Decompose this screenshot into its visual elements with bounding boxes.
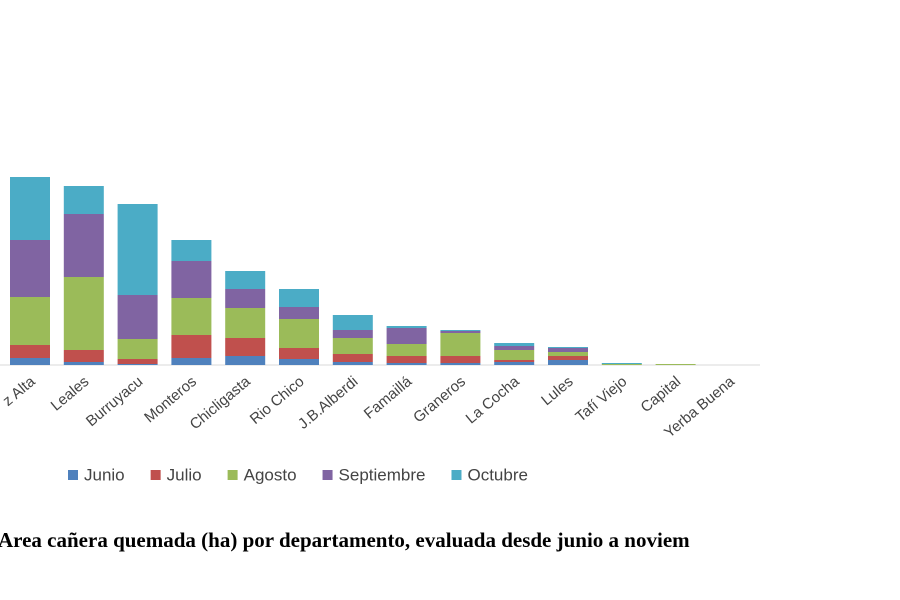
bar-segment — [171, 358, 212, 365]
x-tick-label: Graneros — [410, 373, 469, 426]
bar-segment — [10, 297, 50, 345]
bar-segment — [548, 347, 588, 348]
bar-segment — [279, 348, 319, 359]
bar-segment — [225, 338, 266, 356]
bar-segment — [171, 240, 212, 261]
bar-segment — [386, 328, 427, 344]
bar-segment — [63, 214, 104, 277]
bar-segment — [279, 359, 319, 365]
bar-segment — [10, 240, 50, 297]
legend-label: Julio — [167, 465, 202, 484]
x-tick-label: J.B.Alberdi — [295, 373, 362, 433]
bar-segment — [10, 177, 50, 240]
bar-segment — [548, 356, 588, 360]
bar-segment — [494, 343, 535, 346]
x-tick-label: Capital — [637, 373, 684, 416]
bar-segment — [332, 315, 373, 330]
bar-segment — [548, 352, 588, 356]
bar-segment — [63, 277, 104, 350]
legend-swatch — [150, 470, 161, 480]
bar-segment — [63, 362, 104, 365]
bar-segment — [655, 364, 696, 365]
bar-segment — [386, 356, 427, 363]
legend-label: Octubre — [467, 465, 527, 484]
bar-segment — [171, 298, 212, 335]
bar-segment — [10, 345, 50, 358]
chart-title: Area cañera quemada (ha) por departament… — [0, 528, 690, 552]
bar-segment — [440, 331, 481, 333]
legend-label: Junio — [84, 465, 125, 484]
legend-swatch — [451, 470, 462, 480]
bar-segment — [440, 356, 481, 363]
bar-segment — [548, 348, 588, 352]
bar-segment — [440, 330, 481, 331]
x-tick-label: Chicligasta — [187, 373, 255, 434]
x-tick-label: z Alta — [0, 373, 39, 410]
bar-segment — [10, 358, 50, 365]
bar-segment — [225, 308, 266, 338]
legend-swatch — [227, 470, 238, 480]
x-tick-label: Tafí Viejo — [572, 373, 630, 426]
bar-segment — [494, 350, 535, 360]
bar-segment — [601, 364, 642, 365]
bar-segment — [225, 356, 266, 365]
x-tick-label: Burruyacu — [83, 373, 146, 430]
bar-segment — [440, 363, 481, 365]
bar-segment — [117, 339, 158, 359]
legend-swatch — [322, 470, 333, 480]
bar-segment — [332, 362, 373, 365]
x-tick-label: La Cocha — [463, 373, 524, 428]
bar-segment — [440, 333, 481, 356]
bar-segment — [63, 350, 104, 362]
bar-segment — [279, 319, 319, 348]
bar-segment — [601, 363, 642, 364]
x-tick-label: Leales — [48, 373, 93, 414]
bar-segment — [279, 289, 319, 307]
x-tick-label: Famaillá — [361, 373, 416, 423]
bar-segment — [494, 360, 535, 362]
bar-segment — [332, 338, 373, 354]
bar-segment — [332, 330, 373, 338]
bar-segment — [494, 362, 535, 365]
bar-segment — [494, 346, 535, 350]
bar-segment — [386, 344, 427, 356]
bar-segment — [117, 204, 158, 295]
x-tick-label: Lules — [538, 373, 576, 409]
bar-segment — [386, 363, 427, 365]
bar-segment — [279, 307, 319, 319]
bar-segment — [117, 364, 158, 365]
bar-segment — [548, 360, 588, 365]
bar-segment — [386, 326, 427, 328]
bar-segment — [117, 295, 158, 339]
legend-label: Agosto — [244, 465, 297, 484]
bar-segment — [332, 354, 373, 362]
bar-segment — [225, 271, 266, 289]
bar-segment — [225, 289, 266, 308]
legend-swatch — [68, 470, 78, 480]
bar-segment — [171, 261, 212, 298]
bar-segment — [63, 186, 104, 214]
bar-segment — [171, 335, 212, 358]
legend-label: Septiembre — [339, 465, 426, 484]
bar-segment — [117, 359, 158, 364]
